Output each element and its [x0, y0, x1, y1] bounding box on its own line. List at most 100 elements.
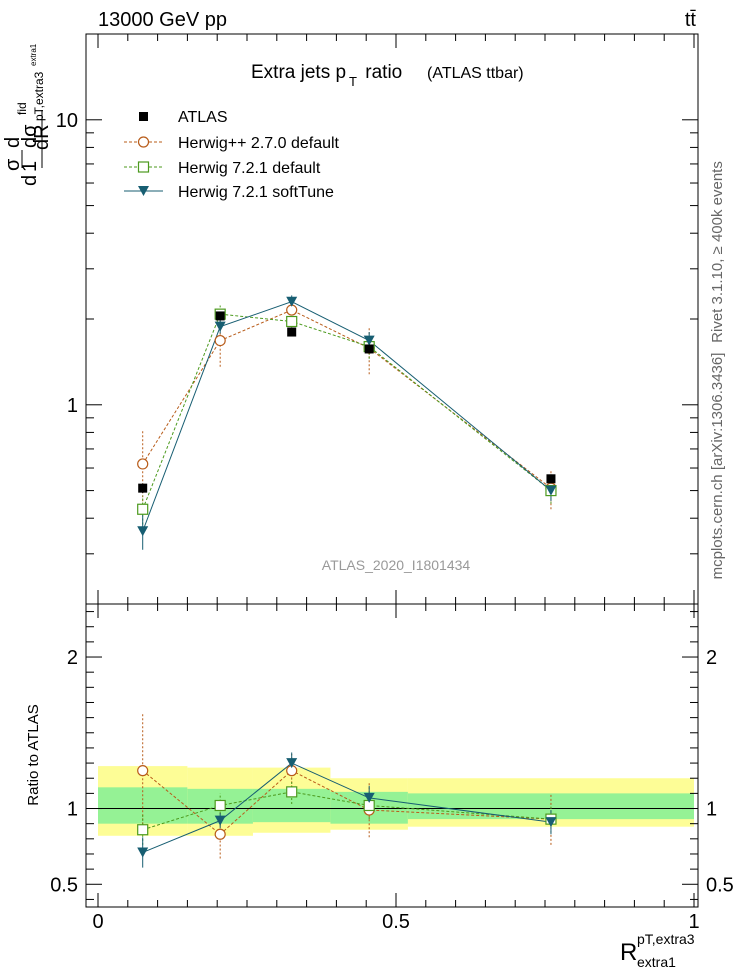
ratio-point-h7soft — [545, 817, 557, 828]
main-point-atlas — [364, 344, 374, 354]
energy-label: 13000 GeV pp — [98, 9, 227, 31]
ratio-y-axis-label: Ratio to ATLAS — [25, 704, 42, 805]
svg-text:pT,extra3: pT,extra3 — [32, 71, 46, 121]
svg-text:d: d — [2, 137, 24, 148]
ratio-point-h7soft — [286, 758, 298, 769]
main-y-tick-label: 1 — [67, 395, 78, 417]
ratio-point-hpp — [214, 828, 226, 840]
ratio-y-tick-label: 1 — [67, 799, 78, 821]
legend-label-herwig7-default: Herwig 7.2.1 default — [178, 160, 321, 177]
ylabel-dsigma: dσ — [19, 124, 41, 148]
legend-marker-herwig7-default — [137, 161, 150, 173]
plot-title-sub: T — [349, 74, 357, 89]
legend-marker-herwigpp — [137, 136, 150, 148]
main-line-h7soft — [142, 301, 552, 532]
plot-title-main: Extra jets p — [251, 62, 346, 83]
ylabel-one: 1 — [19, 161, 41, 172]
main-series-h7def — [142, 305, 552, 525]
main-point-atlas — [138, 483, 148, 493]
ratio-series — [137, 713, 557, 868]
legend-label-atlas: ATLAS — [178, 109, 228, 126]
ratio-point-hpp — [137, 765, 149, 777]
legend-marker-atlas — [139, 112, 148, 121]
legend: ATLAS Herwig++ 2.7.0 default Herwig 7.2.… — [124, 109, 340, 201]
main-point-h7def — [286, 315, 298, 328]
x-axis-label-sup: pT,extra3 — [637, 931, 695, 947]
main-markers-h7soft — [137, 296, 557, 537]
main-line-hpp — [142, 309, 552, 489]
main-series-hpp — [142, 299, 552, 510]
ratio-point-h7soft — [214, 815, 226, 826]
x-tick-label: 0.5 — [382, 911, 410, 933]
legend-label-herwig7-softtune: Herwig 7.2.1 softTune — [178, 184, 334, 201]
svg-text:dσ: dσ — [19, 124, 41, 148]
mcplots-label: mcplots.cern.ch [arXiv:1306.3436] — [709, 353, 726, 580]
plot-title-note: (ATLAS ttbar) — [427, 65, 524, 82]
main-y-tick-label: 10 — [56, 110, 78, 132]
ratio-panel: 0.5 0.5 1 1 2 2 0 0.5 1 Ratio to ATLAS R pT,extr… — [25, 603, 734, 970]
main-point-hpp — [137, 458, 149, 470]
ratio-point-h7def — [137, 824, 149, 836]
ylabel-subscript: pT,extra3 — [32, 71, 46, 121]
main-point-atlas — [546, 474, 556, 484]
svg-text:1: 1 — [19, 161, 41, 172]
analysis-id-watermark: ATLAS_2020_I1801434 — [322, 557, 471, 573]
main-series — [137, 295, 557, 550]
x-axis-label-main: R — [620, 939, 637, 966]
main-point-h7soft — [363, 335, 375, 346]
ratio-point-h7def — [286, 786, 298, 798]
process-label: tt̄ — [685, 9, 697, 31]
svg-text:fid: fid — [15, 102, 29, 115]
legend-entry-herwigpp: Herwig++ 2.7.0 default — [124, 135, 340, 152]
main-point-hpp — [214, 334, 226, 347]
x-axis-label: R pT,extra3 extra1 — [620, 931, 695, 970]
main-series-atlas — [142, 312, 552, 494]
main-point-h7soft — [137, 526, 149, 537]
x-tick-label: 1 — [688, 911, 699, 933]
ylabel-fid: fid — [15, 102, 29, 115]
main-point-h7soft — [545, 485, 557, 496]
x-tick-label: 0 — [92, 911, 103, 933]
svg-text:d: d — [19, 175, 41, 186]
ylabel-sigma: σ — [2, 158, 24, 171]
ratio-point-h7def — [214, 799, 226, 812]
ratio-band-inner — [98, 787, 188, 824]
ratio-uncertainty-bands — [98, 766, 694, 836]
main-axis-ticks: 1 10 — [56, 33, 698, 605]
main-y-axis-label: d 1 σ d dσ fid pT,extra3 extra1 — [2, 43, 53, 186]
ratio-y-tick-label-right: 0.5 — [706, 874, 734, 896]
ylabel-d-denominator: d — [2, 137, 24, 148]
main-markers-hpp — [137, 304, 557, 494]
main-markers-h7def — [137, 308, 557, 515]
svg-text:σ: σ — [2, 158, 24, 171]
main-point-atlas — [215, 311, 225, 321]
main-markers-atlas — [138, 311, 556, 493]
main-point-h7soft — [214, 321, 226, 332]
ratio-axis-ticks: 0.5 0.5 1 1 2 2 0 0.5 1 — [50, 604, 734, 933]
ratio-panel-frame — [85, 603, 699, 908]
ratio-y-tick-label-right: 1 — [706, 799, 717, 821]
legend-entry-herwig7-softtune: Herwig 7.2.1 softTune — [124, 184, 334, 201]
rivet-version-label: Rivet 3.1.10, ≥ 400k events — [709, 161, 726, 343]
ylabel-d-numerator: d — [19, 175, 41, 186]
ratio-point-h7soft — [137, 847, 149, 858]
ylabel-subsubscript: extra1 — [29, 43, 38, 66]
main-point-atlas — [287, 327, 297, 337]
ylabel-dR: dR — [31, 124, 53, 150]
svg-text:extra1: extra1 — [29, 43, 38, 66]
plot-title-rest: ratio — [360, 62, 402, 83]
ratio-y-tick-label: 0.5 — [50, 874, 78, 896]
ratio-y-tick-label-right: 2 — [706, 647, 717, 669]
legend-entry-atlas: ATLAS — [139, 109, 228, 126]
ratio-markers-h7soft — [137, 758, 557, 858]
main-line-h7def — [142, 313, 552, 510]
ratio-point-h7soft — [363, 792, 375, 803]
svg-text:dR: dR — [31, 124, 53, 150]
ratio-y-tick-label: 2 — [67, 647, 78, 669]
legend-label-herwigpp: Herwig++ 2.7.0 default — [178, 135, 340, 152]
x-axis-label-sub: extra1 — [637, 954, 676, 970]
main-point-h7soft — [286, 296, 298, 307]
main-series-h7soft — [142, 295, 552, 550]
